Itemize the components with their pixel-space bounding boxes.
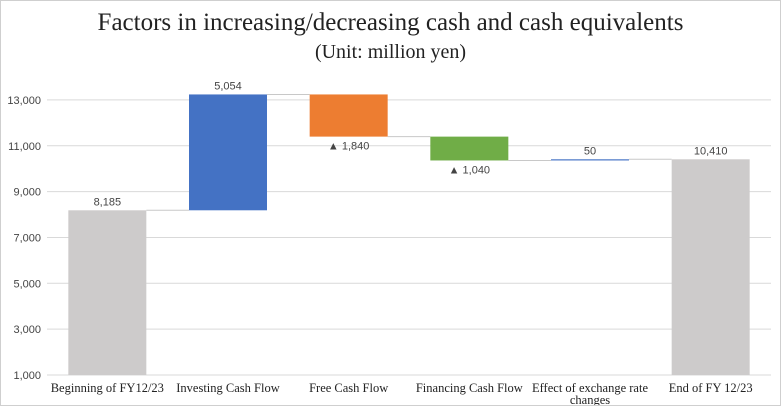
chart-subtitle: (Unit: million yen) xyxy=(314,41,467,63)
bar xyxy=(189,94,267,211)
y-tick-label: 9,000 xyxy=(13,187,41,199)
bar xyxy=(551,159,629,161)
bar xyxy=(68,210,147,375)
y-tick-label: 5,000 xyxy=(13,278,41,290)
bar xyxy=(309,94,388,137)
data-label: 50 xyxy=(584,145,596,157)
y-tick-label: 1,000 xyxy=(13,370,41,382)
y-tick-label: 13,000 xyxy=(7,95,41,107)
x-category-label: Financing Cash Flow xyxy=(416,381,523,395)
x-category-label: Investing Cash Flow xyxy=(176,381,279,395)
y-tick-label: 3,000 xyxy=(13,324,41,336)
data-label: 5,054 xyxy=(214,80,242,92)
x-category-label: End of FY 12/23 xyxy=(669,381,753,395)
y-tick-label: 11,000 xyxy=(8,141,41,153)
chart-title: Factors in increasing/decreasing cash an… xyxy=(97,9,684,36)
x-category-label: Beginning of FY12/23 xyxy=(51,381,164,395)
y-tick-label: 7,000 xyxy=(13,232,41,244)
x-category-label: Effect of exchange rate changes xyxy=(532,381,648,405)
data-label: 10,410 xyxy=(694,145,728,157)
bar xyxy=(430,136,509,161)
bar xyxy=(671,159,750,375)
x-category-label: Free Cash Flow xyxy=(309,381,388,395)
data-label: ▲ 1,040 xyxy=(449,164,490,176)
data-label: ▲ 1,840 xyxy=(328,141,369,153)
data-label: 8,185 xyxy=(94,196,122,208)
